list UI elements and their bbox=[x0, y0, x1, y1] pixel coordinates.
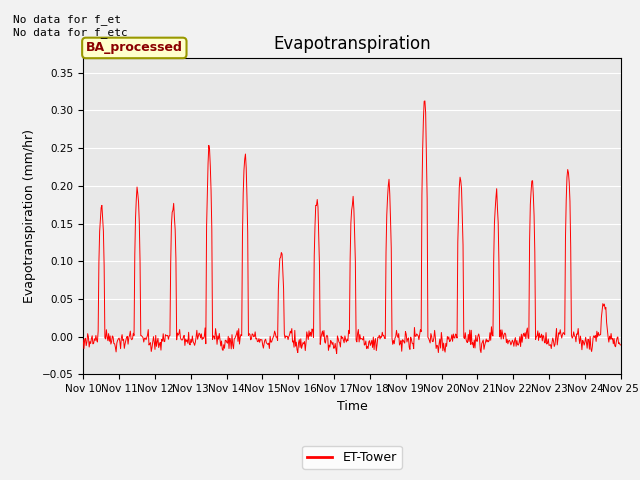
Legend: ET-Tower: ET-Tower bbox=[302, 446, 402, 469]
X-axis label: Time: Time bbox=[337, 400, 367, 413]
Text: No data for f_et
No data for f_etc: No data for f_et No data for f_etc bbox=[13, 14, 127, 38]
Y-axis label: Evapotranspiration (mm/hr): Evapotranspiration (mm/hr) bbox=[23, 129, 36, 303]
Title: Evapotranspiration: Evapotranspiration bbox=[273, 35, 431, 53]
Text: BA_processed: BA_processed bbox=[86, 41, 183, 54]
